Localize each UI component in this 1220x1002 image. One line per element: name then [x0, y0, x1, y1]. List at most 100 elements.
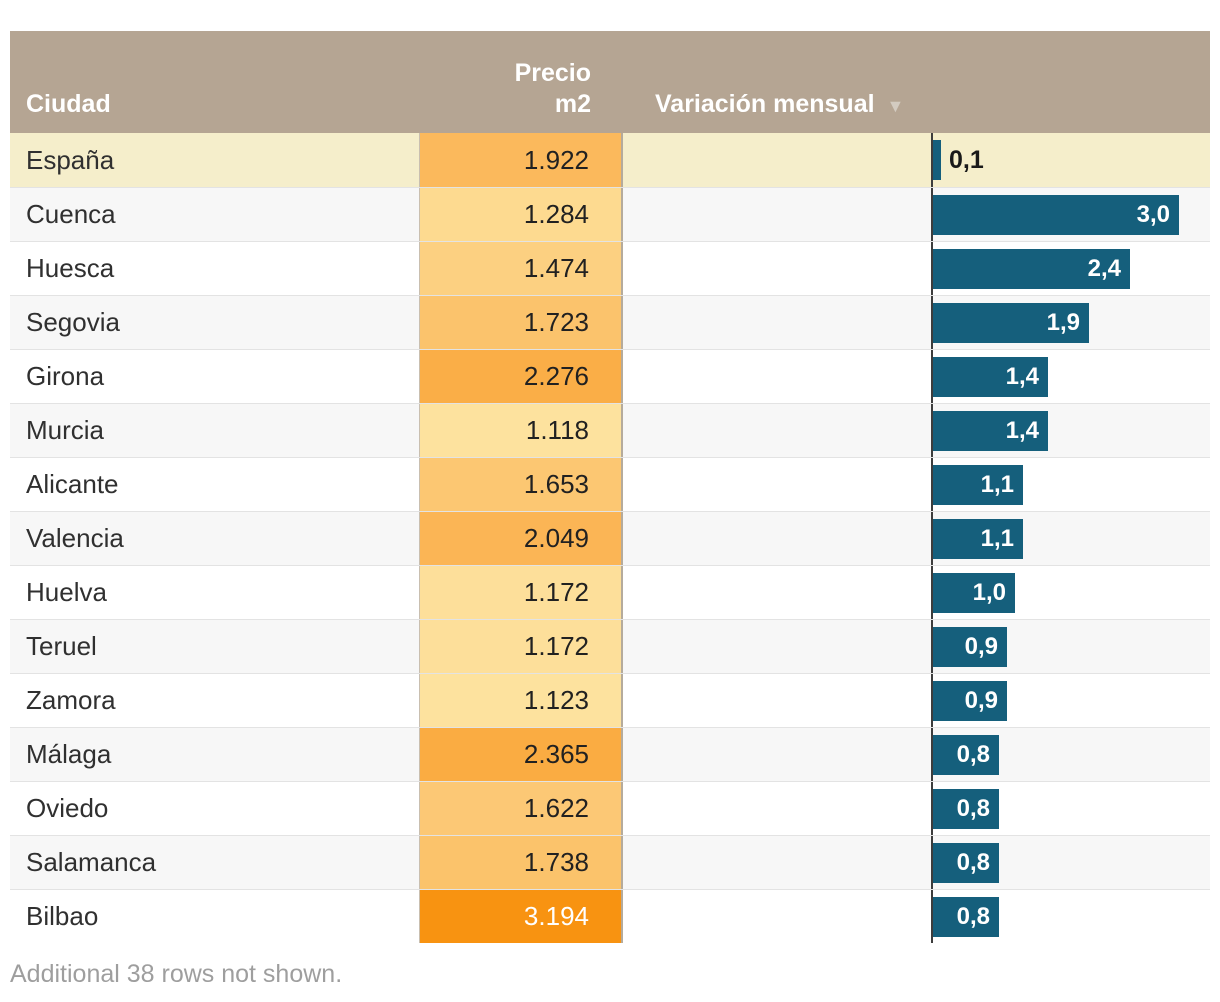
variation-bar: 1,1	[933, 519, 1023, 559]
table-row: Zamora 1.123 0,9	[10, 673, 1210, 727]
variation-cell: 0,8	[623, 728, 1210, 781]
city-name: Huesca	[26, 253, 115, 283]
city-name: España	[26, 144, 115, 175]
table-row: España 1.922 0,1	[10, 133, 1210, 187]
price-cell: 1.653	[419, 458, 623, 511]
table-row: Segovia 1.723 1,9	[10, 295, 1210, 349]
col-header-variacion-mensual[interactable]: Variación mensual ▼	[623, 90, 1210, 119]
price-cell: 1.622	[419, 782, 623, 835]
variation-cell: 0,8	[623, 782, 1210, 835]
city-name: Bilbao	[26, 901, 99, 931]
variation-bar: 1,1	[933, 465, 1023, 505]
variation-cell: 0,9	[623, 674, 1210, 727]
variation-bar: 0,8	[933, 735, 999, 775]
variation-cell: 2,4	[623, 242, 1210, 295]
axis-line	[931, 566, 933, 619]
variation-bar: 0,8	[933, 843, 999, 883]
axis-line	[931, 728, 933, 781]
variation-cell: 1,4	[623, 404, 1210, 457]
city-name: Zamora	[26, 685, 116, 715]
variation-bar: 1,9	[933, 303, 1089, 343]
variation-cell: 1,9	[623, 296, 1210, 349]
variation-value: 0,9	[964, 687, 998, 714]
variation-value: 1,1	[980, 471, 1014, 498]
city-name: Valencia	[26, 523, 124, 553]
city-name: Salamanca	[26, 847, 157, 877]
axis-line	[931, 890, 933, 943]
col-header-precio-m2[interactable]: Precio m2	[419, 58, 623, 119]
variation-value: 0,8	[956, 741, 990, 768]
variation-value: 1,1	[980, 525, 1014, 552]
price-cell: 1.123	[419, 674, 623, 727]
axis-line	[931, 296, 933, 349]
price-cell: 1.172	[419, 620, 623, 673]
variation-bar: 3,0	[933, 195, 1179, 235]
price-cell: 1.723	[419, 296, 623, 349]
axis-line	[931, 620, 933, 673]
variation-cell: 0,8	[623, 836, 1210, 889]
axis-line	[931, 350, 933, 403]
precio-label-line1: Precio	[514, 59, 591, 87]
axis-line	[931, 836, 933, 889]
variation-cell: 1,1	[623, 512, 1210, 565]
col-header-ciudad[interactable]: Ciudad	[26, 90, 111, 118]
variation-bar: 1,0	[933, 573, 1015, 613]
variation-cell: 0,1	[623, 133, 1210, 187]
axis-line	[931, 512, 933, 565]
table-row: Salamanca 1.738 0,8	[10, 835, 1210, 889]
price-variation-table: Ciudad Precio m2 Variación mensual ▼ Esp…	[10, 31, 1210, 943]
city-name: Oviedo	[26, 793, 109, 823]
variation-cell: 1,0	[623, 566, 1210, 619]
variation-bar: 1,4	[933, 357, 1048, 397]
table-row: Huelva 1.172 1,0	[10, 565, 1210, 619]
city-name: Alicante	[26, 469, 119, 499]
precio-label-line2: m2	[554, 89, 591, 118]
table-row: Málaga 2.365 0,8	[10, 727, 1210, 781]
variation-value: 0,8	[956, 903, 990, 930]
variation-bar: 0,8	[933, 897, 999, 937]
axis-line	[931, 188, 933, 241]
axis-line	[931, 133, 933, 187]
price-cell: 1.922	[419, 133, 623, 187]
variation-cell: 1,4	[623, 350, 1210, 403]
table-row: Cuenca 1.284 3,0	[10, 187, 1210, 241]
variation-cell: 1,1	[623, 458, 1210, 511]
price-cell: 1.474	[419, 242, 623, 295]
city-name: Cuenca	[26, 199, 116, 229]
table-row: Girona 2.276 1,4	[10, 349, 1210, 403]
axis-line	[931, 458, 933, 511]
variation-value: 3,0	[1136, 201, 1170, 228]
price-cell: 2.049	[419, 512, 623, 565]
variation-value: 0,8	[956, 849, 990, 876]
table-row: Alicante 1.653 1,1	[10, 457, 1210, 511]
sort-desc-icon[interactable]: ▼	[886, 96, 905, 116]
variacion-label: Variación mensual	[655, 90, 875, 118]
price-cell: 2.276	[419, 350, 623, 403]
city-name: Girona	[26, 361, 105, 391]
variation-bar: 0,9	[933, 681, 1007, 721]
variation-bar: 1,4	[933, 411, 1048, 451]
variation-value: 2,4	[1087, 255, 1121, 282]
table-body: España 1.922 0,1 Cuenca 1.284 3,0 Huesca…	[10, 133, 1210, 943]
variation-bar: 0,9	[933, 627, 1007, 667]
price-cell: 2.365	[419, 728, 623, 781]
table-row: Bilbao 3.194 0,8	[10, 889, 1210, 943]
price-cell: 3.194	[419, 890, 623, 943]
table-row: Valencia 2.049 1,1	[10, 511, 1210, 565]
table-row: Murcia 1.118 1,4	[10, 403, 1210, 457]
city-name: Huelva	[26, 577, 107, 607]
table-header: Ciudad Precio m2 Variación mensual ▼	[10, 31, 1210, 133]
table-row: Oviedo 1.622 0,8	[10, 781, 1210, 835]
city-name: Segovia	[26, 307, 120, 337]
price-cell: 1.172	[419, 566, 623, 619]
variation-cell: 0,8	[623, 890, 1210, 943]
footer-note: Additional 38 rows not shown.	[10, 960, 343, 988]
variation-value: 1,0	[972, 579, 1006, 606]
variation-value: 0,8	[956, 795, 990, 822]
variation-value: 1,4	[1005, 417, 1039, 444]
table-row: Huesca 1.474 2,4	[10, 241, 1210, 295]
axis-line	[931, 242, 933, 295]
axis-line	[931, 404, 933, 457]
variation-cell: 3,0	[623, 188, 1210, 241]
variation-bar: 0,8	[933, 789, 999, 829]
